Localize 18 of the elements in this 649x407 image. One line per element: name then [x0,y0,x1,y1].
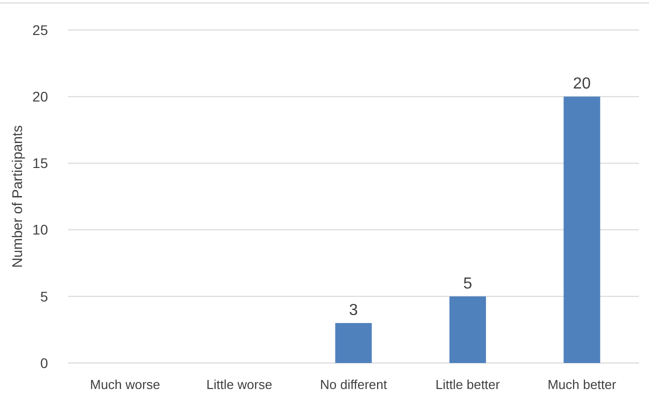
y-tick-label: 10 [32,222,48,238]
data-label: 3 [349,302,358,320]
y-axis-title: Number of Participants [9,125,25,268]
bar [335,323,372,363]
x-tick-label: Much better [548,377,617,392]
bar [564,96,600,363]
x-tick-label: No different [320,377,388,392]
data-label: 5 [463,275,472,292]
x-tick-label: Little better [436,377,501,392]
x-tick-label: Much worse [90,377,160,392]
bar [449,296,486,363]
y-tick-label: 20 [32,88,48,104]
y-tick-label: 15 [32,155,48,172]
y-tick-label: 5 [40,288,48,304]
y-tick-label: 0 [40,354,48,371]
data-label: 20 [573,76,591,93]
y-tick-label: 25 [32,22,48,38]
x-tick-label: Little worse [206,377,272,392]
